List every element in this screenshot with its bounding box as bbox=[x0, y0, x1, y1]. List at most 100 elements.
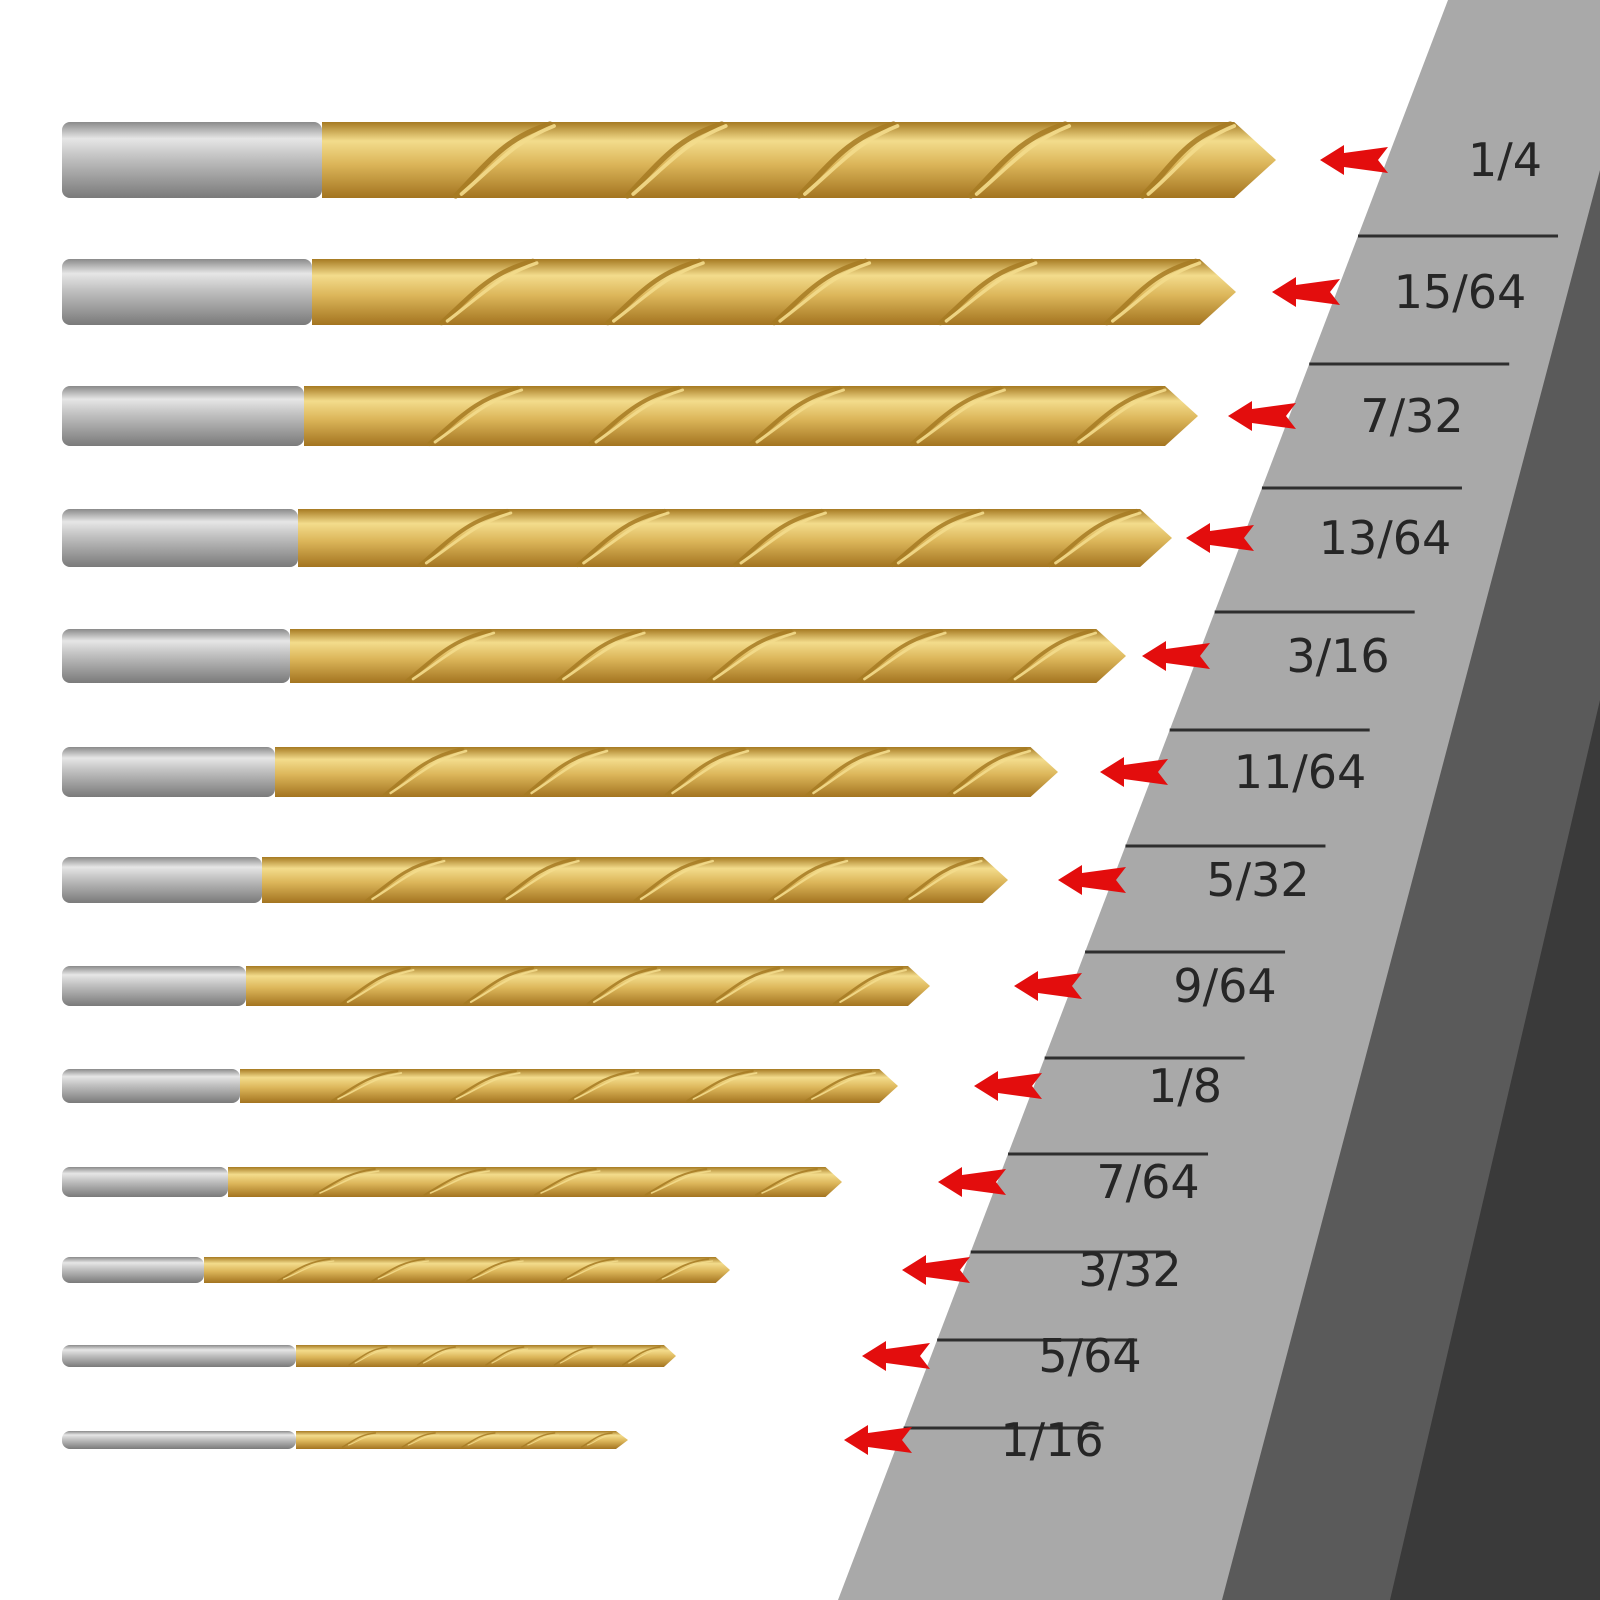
flute-spiral bbox=[732, 508, 824, 568]
flute-highlight bbox=[739, 511, 827, 565]
size-label: 3/32 bbox=[1078, 1243, 1181, 1297]
drill-bit bbox=[62, 629, 1126, 683]
left-arrow-icon bbox=[974, 1071, 1042, 1101]
flute-highlight bbox=[953, 749, 1032, 795]
flute-spiral bbox=[485, 1346, 525, 1366]
flute-spiral bbox=[567, 1069, 636, 1103]
bit-flute bbox=[262, 857, 1008, 903]
flute-spiral bbox=[401, 1432, 436, 1448]
flute-spiral bbox=[523, 747, 605, 797]
flute-spiral bbox=[633, 857, 711, 903]
flute-spiral bbox=[587, 385, 681, 447]
flute-highlight bbox=[567, 1260, 619, 1280]
flute-highlight bbox=[562, 631, 646, 681]
size-label: 1/8 bbox=[1148, 1059, 1222, 1113]
flute-spiral bbox=[405, 629, 492, 683]
flute-highlight bbox=[459, 124, 556, 196]
flute-highlight bbox=[811, 1072, 876, 1100]
size-label: 13/64 bbox=[1319, 511, 1452, 565]
bit-shank bbox=[62, 1345, 296, 1367]
size-labels: 1/4 15/64 7/32 13/64 3/16 11/64 5/32 9/64 1/8 7/6… bbox=[1000, 133, 1542, 1467]
flute-spiral bbox=[418, 508, 509, 568]
flute-highlight bbox=[778, 261, 872, 323]
pointer-arrows bbox=[844, 145, 1388, 1455]
flute-spiral bbox=[909, 385, 1003, 447]
flute-highlight bbox=[1013, 631, 1098, 681]
bit-shank bbox=[62, 386, 304, 446]
flute-highlight bbox=[692, 1072, 758, 1100]
left-arrow-icon bbox=[1228, 401, 1296, 431]
flute-spiral bbox=[1104, 258, 1199, 326]
left-arrow-icon bbox=[1100, 757, 1168, 787]
flute-highlight bbox=[337, 1072, 403, 1100]
flute-spiral bbox=[771, 258, 868, 326]
bit-flute bbox=[246, 966, 930, 1006]
flute-highlight bbox=[319, 1170, 380, 1194]
flute-spiral bbox=[622, 1346, 661, 1366]
left-arrow-icon bbox=[1186, 523, 1254, 553]
flute-spiral bbox=[555, 629, 643, 683]
left-arrow-icon bbox=[938, 1167, 1006, 1197]
flute-highlight bbox=[661, 1260, 714, 1280]
flute-highlight bbox=[371, 859, 446, 901]
flute-highlight bbox=[411, 631, 496, 681]
flute-spiral bbox=[796, 121, 897, 199]
flute-highlight bbox=[346, 969, 415, 1003]
flute-spiral bbox=[605, 258, 702, 326]
flute-highlight bbox=[1110, 261, 1202, 323]
flute-highlight bbox=[423, 1348, 460, 1364]
flute-spiral bbox=[452, 121, 553, 199]
flute-highlight bbox=[433, 388, 524, 444]
flute-highlight bbox=[755, 388, 846, 444]
flute-spiral bbox=[856, 629, 944, 683]
flute-highlight bbox=[671, 749, 750, 795]
flute-spiral bbox=[348, 1346, 388, 1366]
left-arrow-icon bbox=[844, 1425, 912, 1455]
flute-highlight bbox=[574, 1072, 639, 1100]
flute-spiral bbox=[706, 629, 793, 683]
flute-highlight bbox=[1146, 124, 1237, 196]
flute-highlight bbox=[505, 859, 580, 901]
flute-highlight bbox=[282, 1260, 335, 1280]
flute-spiral bbox=[427, 385, 520, 447]
flute-spiral bbox=[901, 857, 980, 903]
size-label: 1/4 bbox=[1468, 133, 1542, 187]
flute-spiral bbox=[644, 1167, 708, 1197]
left-arrow-icon bbox=[1320, 145, 1388, 175]
bit-flute bbox=[296, 1345, 676, 1367]
drill-bit bbox=[62, 747, 1058, 797]
flute-spiral bbox=[330, 1069, 399, 1103]
drill-bits bbox=[62, 121, 1276, 1449]
size-label: 3/16 bbox=[1286, 629, 1389, 683]
drill-bit bbox=[62, 1257, 730, 1283]
flute-highlight bbox=[582, 511, 670, 565]
flute-highlight bbox=[354, 1348, 392, 1364]
flute-highlight bbox=[1054, 511, 1142, 565]
flute-highlight bbox=[612, 261, 705, 323]
flute-spiral bbox=[938, 258, 1035, 326]
flute-highlight bbox=[467, 1434, 500, 1446]
flute-highlight bbox=[472, 1260, 524, 1280]
drill-bit bbox=[62, 258, 1236, 326]
flute-spiral bbox=[364, 857, 442, 903]
flute-highlight bbox=[594, 388, 685, 444]
left-arrow-icon bbox=[1014, 971, 1082, 1001]
flute-highlight bbox=[863, 631, 947, 681]
flute-highlight bbox=[628, 1348, 665, 1364]
flute-spiral bbox=[580, 1432, 613, 1448]
flute-spiral bbox=[466, 1258, 520, 1282]
drill-bit bbox=[62, 508, 1172, 568]
size-label: 1/16 bbox=[1000, 1413, 1103, 1467]
flute-spiral bbox=[449, 1069, 517, 1103]
flute-spiral bbox=[805, 747, 887, 797]
flute-spiral bbox=[1007, 629, 1094, 683]
left-arrow-icon bbox=[1272, 277, 1340, 307]
flute-spiral bbox=[341, 1432, 377, 1448]
flute-spiral bbox=[754, 1167, 818, 1197]
flute-highlight bbox=[587, 1434, 617, 1446]
flute-spiral bbox=[686, 1069, 754, 1103]
size-label: 5/32 bbox=[1206, 853, 1309, 907]
flute-spiral bbox=[533, 1167, 597, 1197]
flute-spiral bbox=[461, 1432, 496, 1448]
flute-highlight bbox=[347, 1434, 380, 1446]
